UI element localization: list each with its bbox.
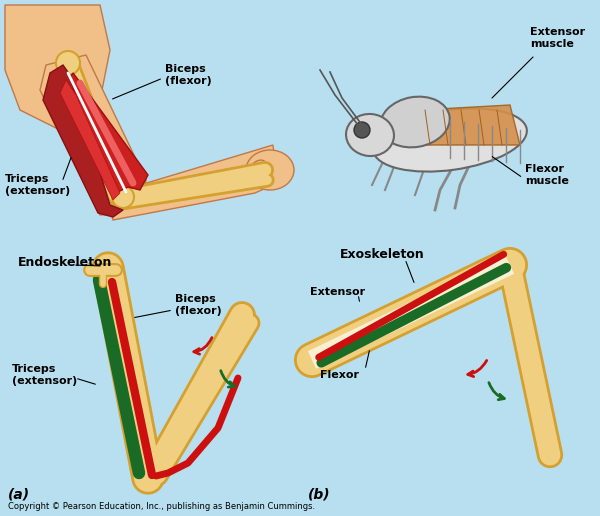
Text: (a): (a) [8, 487, 30, 501]
Text: Extensor: Extensor [310, 287, 365, 297]
Text: (b): (b) [308, 487, 331, 501]
Text: Triceps
(extensor): Triceps (extensor) [12, 364, 77, 386]
Ellipse shape [380, 96, 450, 148]
Polygon shape [420, 105, 520, 145]
Polygon shape [43, 65, 123, 217]
Text: Triceps
(extensor): Triceps (extensor) [5, 174, 70, 196]
Text: Flexor: Flexor [320, 370, 359, 380]
Text: Flexor
muscle: Flexor muscle [525, 164, 569, 186]
Ellipse shape [246, 150, 294, 190]
Circle shape [112, 186, 134, 208]
Polygon shape [60, 80, 120, 200]
Text: Exoskeleton: Exoskeleton [340, 249, 425, 262]
Polygon shape [40, 55, 146, 215]
Text: Biceps
(flexor): Biceps (flexor) [165, 64, 212, 86]
Text: Extensor
muscle: Extensor muscle [530, 27, 585, 49]
Text: Biceps
(flexor): Biceps (flexor) [175, 294, 222, 316]
Ellipse shape [373, 108, 527, 172]
Polygon shape [108, 145, 277, 220]
Polygon shape [5, 5, 110, 130]
Ellipse shape [247, 160, 268, 186]
Circle shape [354, 122, 370, 138]
Polygon shape [70, 73, 148, 193]
Text: Copyright © Pearson Education, Inc., publishing as Benjamin Cummings.: Copyright © Pearson Education, Inc., pub… [8, 502, 315, 511]
Circle shape [56, 51, 80, 75]
Ellipse shape [346, 114, 394, 156]
Text: Endoskeleton: Endoskeleton [18, 256, 112, 269]
